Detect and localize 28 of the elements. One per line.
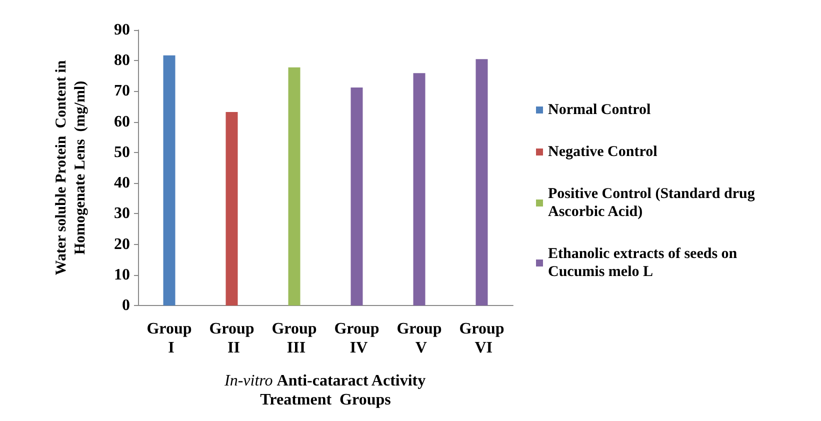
x-tick-label: Group IV <box>334 320 380 356</box>
y-tick-label: 60 <box>114 113 130 130</box>
bar <box>476 59 488 306</box>
legend-label: Negative Control <box>548 144 658 160</box>
bar <box>350 88 363 306</box>
y-tick-label: 80 <box>114 52 130 70</box>
x-tick-label: Group VI <box>459 320 504 356</box>
bar <box>226 112 238 306</box>
bar <box>413 73 426 306</box>
bar <box>288 67 300 306</box>
bar <box>163 55 176 306</box>
y-tick-label: 20 <box>114 236 130 253</box>
legend-label: Normal Control <box>548 102 651 118</box>
y-tick-label: 90 <box>114 22 130 38</box>
legend-label: Ethanolic extracts of seeds on Cucumis melo L <box>548 246 741 280</box>
y-tick-label: 30 <box>114 205 130 222</box>
x-tick-label: Group II <box>209 320 254 356</box>
x-axis-title: In-vitro Anti-cataract Activity Treatment Groups <box>224 372 426 408</box>
y-tick-label: 10 <box>114 266 130 284</box>
y-axis-title: Water soluble Protein Content in Homogenate Lens (mg/ml) <box>54 60 88 276</box>
y-tick-label: 0 <box>122 297 130 314</box>
legend-label: Positive Control (Standard drug Ascorbic Acid) <box>548 186 759 220</box>
x-tick-label: Group I <box>146 320 192 356</box>
x-tick-label: Group III <box>272 320 317 356</box>
y-tick-label: 70 <box>114 82 130 100</box>
y-tick-label: 50 <box>114 144 130 161</box>
y-tick-label: 40 <box>114 174 130 192</box>
x-tick-label: Group V <box>396 320 442 356</box>
